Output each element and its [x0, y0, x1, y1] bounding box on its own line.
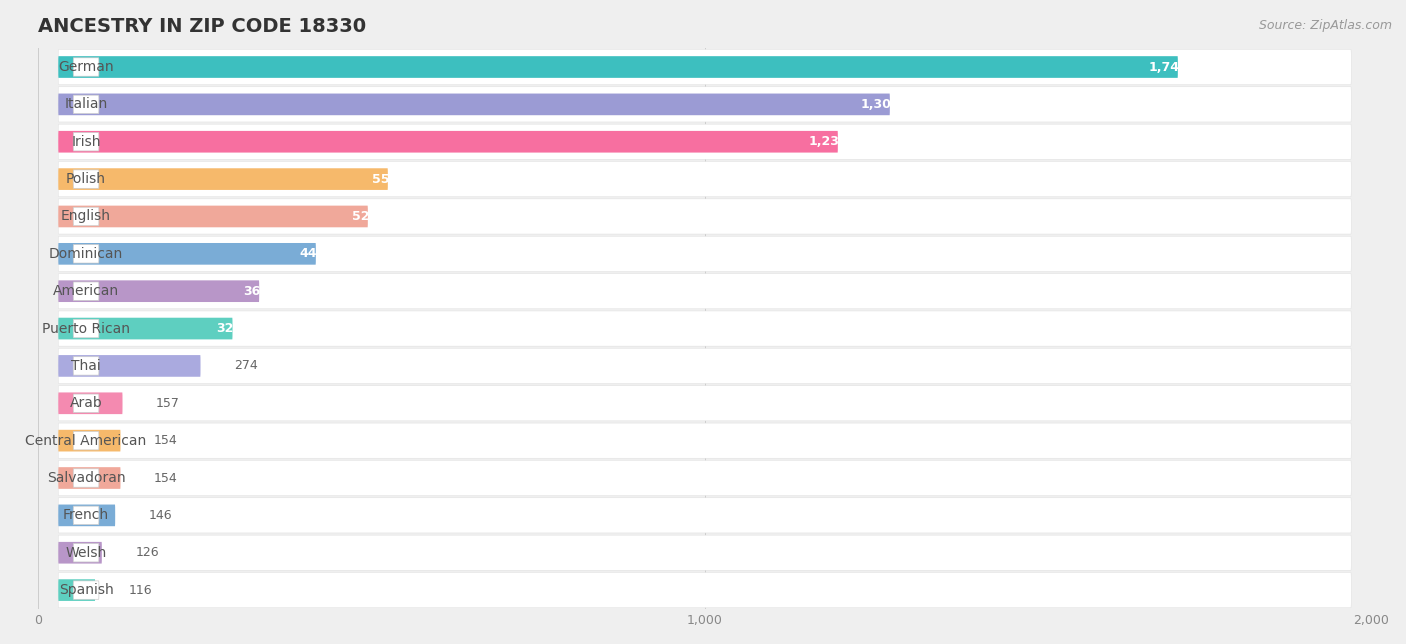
FancyBboxPatch shape: [58, 498, 1351, 533]
Text: German: German: [58, 60, 114, 74]
FancyBboxPatch shape: [58, 199, 1351, 234]
FancyBboxPatch shape: [73, 58, 98, 76]
Text: 157: 157: [156, 397, 180, 410]
Text: 154: 154: [155, 471, 177, 484]
Text: 146: 146: [149, 509, 173, 522]
FancyBboxPatch shape: [58, 50, 1351, 84]
Text: 447: 447: [299, 247, 326, 260]
FancyBboxPatch shape: [58, 93, 890, 115]
Text: 322: 322: [217, 322, 243, 335]
Text: Thai: Thai: [72, 359, 101, 373]
FancyBboxPatch shape: [58, 423, 1351, 458]
Text: French: French: [63, 508, 110, 522]
Text: Source: ZipAtlas.com: Source: ZipAtlas.com: [1258, 19, 1392, 32]
FancyBboxPatch shape: [58, 205, 368, 227]
FancyBboxPatch shape: [73, 245, 98, 263]
FancyBboxPatch shape: [73, 394, 98, 413]
FancyBboxPatch shape: [58, 280, 259, 302]
Text: 1,230: 1,230: [808, 135, 848, 148]
FancyBboxPatch shape: [58, 162, 1351, 196]
Text: Salvadoran: Salvadoran: [46, 471, 125, 485]
FancyBboxPatch shape: [73, 431, 98, 450]
Text: ANCESTRY IN ZIP CODE 18330: ANCESTRY IN ZIP CODE 18330: [38, 17, 366, 35]
FancyBboxPatch shape: [58, 168, 388, 190]
Text: 555: 555: [371, 173, 398, 185]
FancyBboxPatch shape: [58, 392, 122, 414]
FancyBboxPatch shape: [58, 131, 838, 153]
Text: Puerto Rican: Puerto Rican: [42, 321, 131, 336]
FancyBboxPatch shape: [58, 311, 1351, 346]
Text: Italian: Italian: [65, 97, 108, 111]
Text: 1,308: 1,308: [860, 98, 900, 111]
Text: 1,740: 1,740: [1149, 61, 1188, 73]
Text: 274: 274: [233, 359, 257, 372]
FancyBboxPatch shape: [73, 357, 98, 375]
Text: Central American: Central American: [25, 433, 146, 448]
FancyBboxPatch shape: [73, 207, 98, 225]
FancyBboxPatch shape: [58, 535, 1351, 571]
FancyBboxPatch shape: [58, 467, 121, 489]
Text: 362: 362: [243, 285, 270, 298]
Text: Irish: Irish: [72, 135, 101, 149]
FancyBboxPatch shape: [73, 544, 98, 562]
Text: 525: 525: [352, 210, 378, 223]
FancyBboxPatch shape: [58, 56, 1178, 78]
FancyBboxPatch shape: [58, 504, 115, 526]
FancyBboxPatch shape: [58, 317, 232, 339]
Text: American: American: [53, 284, 120, 298]
FancyBboxPatch shape: [73, 469, 98, 488]
FancyBboxPatch shape: [58, 274, 1351, 308]
FancyBboxPatch shape: [58, 460, 1351, 496]
FancyBboxPatch shape: [73, 506, 98, 525]
FancyBboxPatch shape: [58, 87, 1351, 122]
FancyBboxPatch shape: [73, 581, 98, 600]
Text: Arab: Arab: [70, 396, 103, 410]
Text: Spanish: Spanish: [59, 583, 114, 597]
FancyBboxPatch shape: [73, 170, 98, 188]
Text: 154: 154: [155, 434, 177, 447]
Text: Dominican: Dominican: [49, 247, 124, 261]
FancyBboxPatch shape: [58, 573, 1351, 608]
FancyBboxPatch shape: [73, 282, 98, 300]
FancyBboxPatch shape: [73, 319, 98, 337]
FancyBboxPatch shape: [73, 133, 98, 151]
FancyBboxPatch shape: [58, 542, 101, 564]
FancyBboxPatch shape: [58, 243, 316, 265]
FancyBboxPatch shape: [58, 355, 201, 377]
Text: Welsh: Welsh: [66, 545, 107, 560]
Text: 116: 116: [129, 583, 152, 596]
FancyBboxPatch shape: [73, 95, 98, 113]
FancyBboxPatch shape: [58, 386, 1351, 421]
Text: English: English: [60, 209, 111, 223]
FancyBboxPatch shape: [58, 236, 1351, 271]
FancyBboxPatch shape: [58, 348, 1351, 383]
Text: Polish: Polish: [66, 172, 105, 186]
FancyBboxPatch shape: [58, 124, 1351, 159]
FancyBboxPatch shape: [58, 430, 121, 451]
FancyBboxPatch shape: [58, 579, 96, 601]
Text: 126: 126: [135, 546, 159, 559]
